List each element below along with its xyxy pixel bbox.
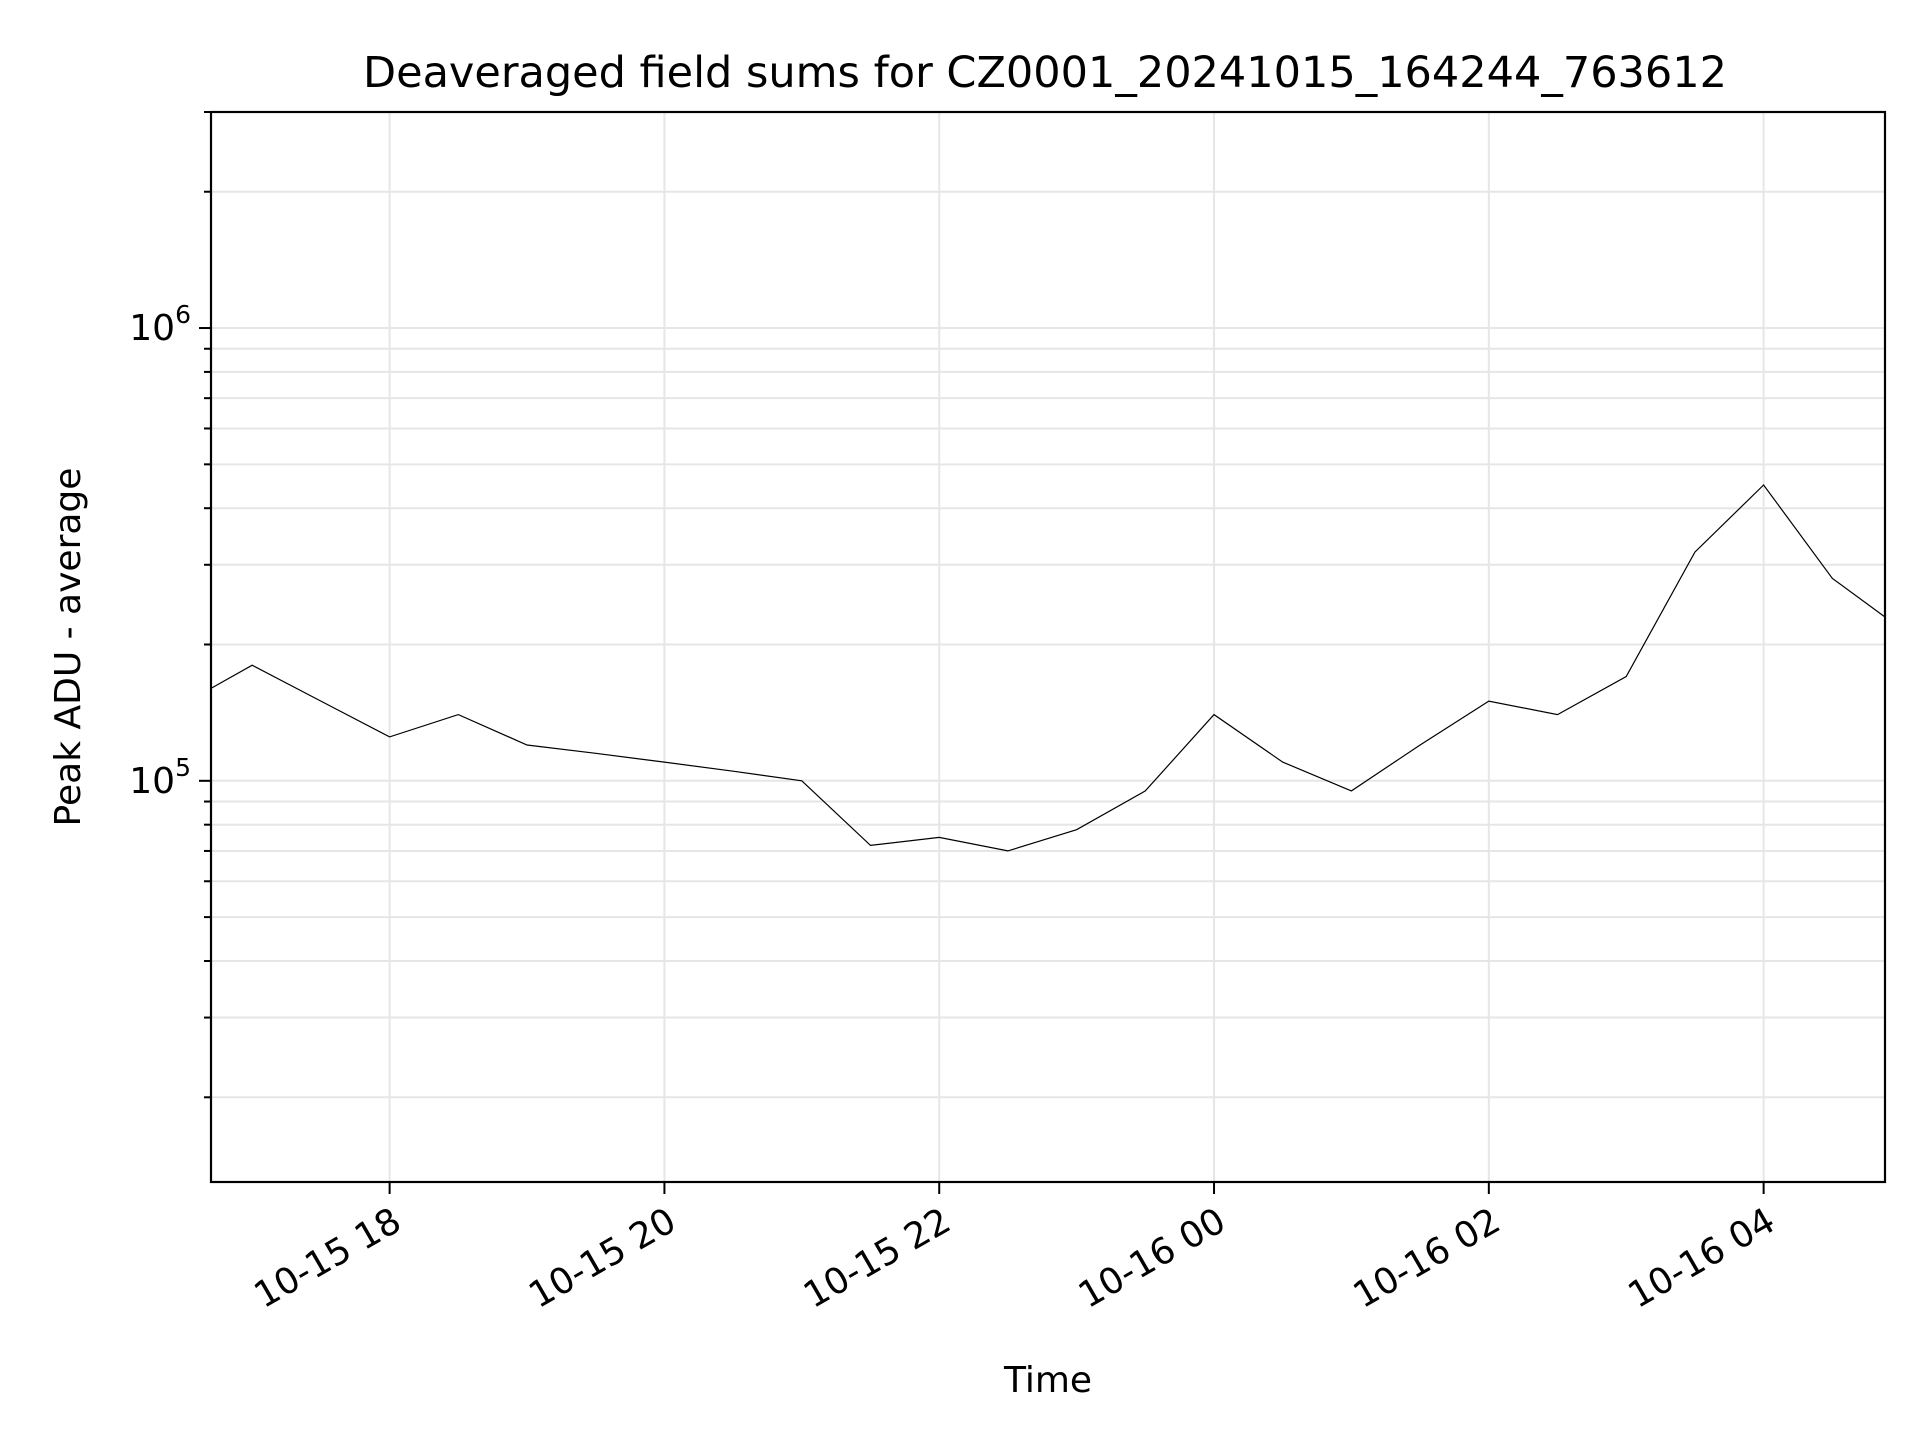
x-axis-label: Time (1003, 1360, 1092, 1401)
series-line (210, 484, 1886, 852)
y-tick-label: 105 (129, 753, 191, 802)
y-axis: 105 106 (129, 111, 211, 1099)
plot-frame (209, 110, 1887, 1184)
series (210, 484, 1886, 852)
y-tick-label: 106 (129, 300, 191, 349)
y-axis-label: Peak ADU - average (48, 468, 89, 827)
chart-title: Deaveraged field sums for CZ0001_2024101… (363, 48, 1727, 98)
